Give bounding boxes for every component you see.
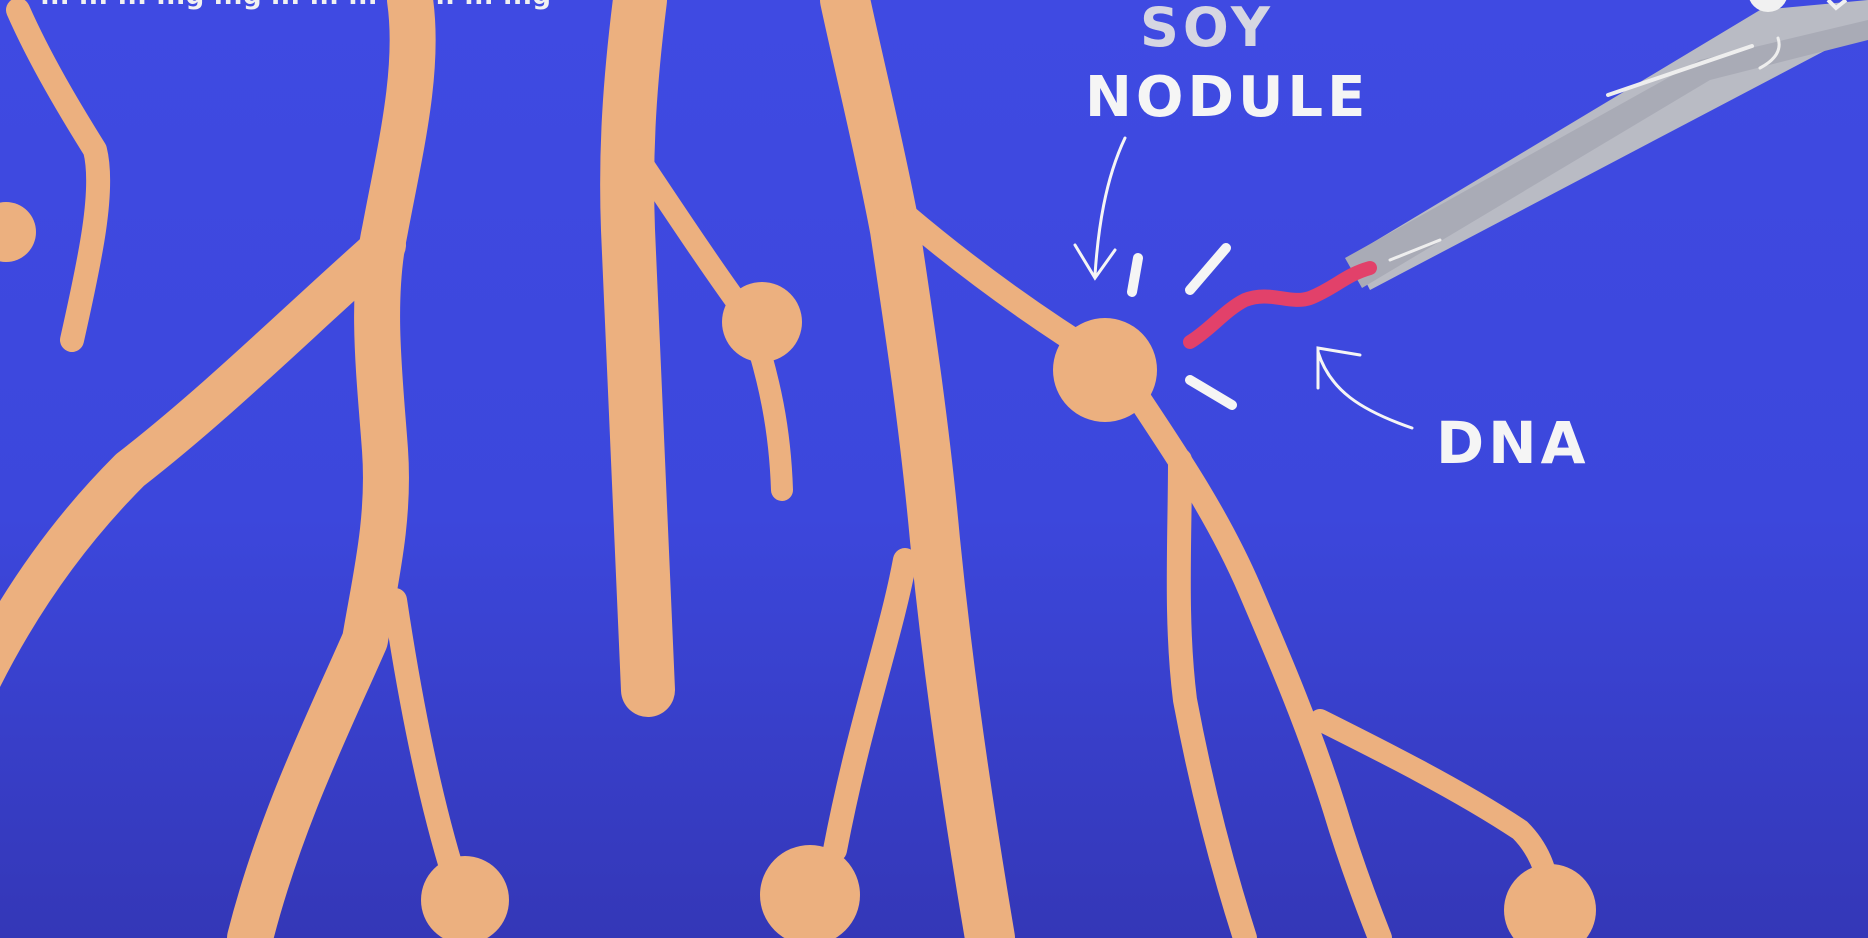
root-branch-diagonal [0, 224, 406, 688]
video-title-overlay: ... ... ... ...g ...g ... ... ... ... ..… [40, 0, 551, 11]
label-nodule: NODULE [1085, 65, 1369, 130]
arrow-to-nodule [1073, 136, 1127, 281]
arrow-to-dna [1316, 346, 1414, 430]
roots [0, 0, 1596, 938]
root-trunk-middle [600, 0, 675, 717]
root-below-nodule-b [1166, 448, 1257, 938]
player-control-icon[interactable] [1748, 0, 1788, 12]
player-control-icon-2[interactable] [1826, 0, 1848, 11]
root-left-edge [6, 0, 111, 352]
nodule-middle [722, 282, 802, 362]
root-trunk-right [820, 0, 1015, 938]
label-dna: DNA [1436, 409, 1590, 477]
nodule-bottom-right [1504, 864, 1596, 938]
dna-strand [1183, 261, 1377, 349]
tweezers [1345, 0, 1868, 290]
nodule-bottom-middle [760, 845, 860, 938]
nodule-bottom-left [421, 856, 509, 938]
root-branch-thin-left [383, 588, 467, 892]
impact-marks [1127, 243, 1237, 410]
root-trunk-left [227, 0, 436, 938]
root-branch-lower [823, 548, 917, 862]
root-branch-right [1309, 709, 1561, 901]
nodule-left-edge [0, 202, 36, 262]
root-below-nodule-a [1128, 388, 1392, 938]
label-soy: SOY [1140, 0, 1274, 59]
